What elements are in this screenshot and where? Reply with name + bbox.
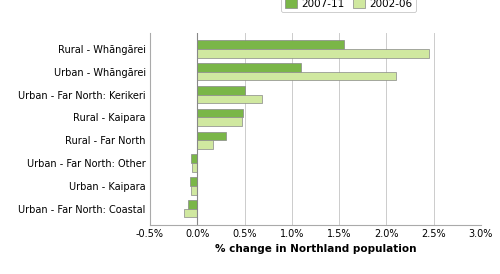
Bar [190,186,198,195]
Bar [198,49,429,58]
Bar [188,200,198,209]
Bar [184,209,198,217]
Bar [198,86,244,95]
Legend: 2007-11, 2002-06: 2007-11, 2002-06 [282,0,416,12]
Bar [192,163,198,172]
Bar [198,40,344,49]
Bar [198,140,214,149]
Bar [190,154,198,163]
Bar [198,109,242,117]
Bar [190,177,198,186]
X-axis label: % change in Northland population: % change in Northland population [214,244,416,254]
Bar [198,132,226,140]
Bar [198,63,302,72]
Bar [198,117,242,126]
Bar [198,95,262,103]
Bar [198,72,396,80]
